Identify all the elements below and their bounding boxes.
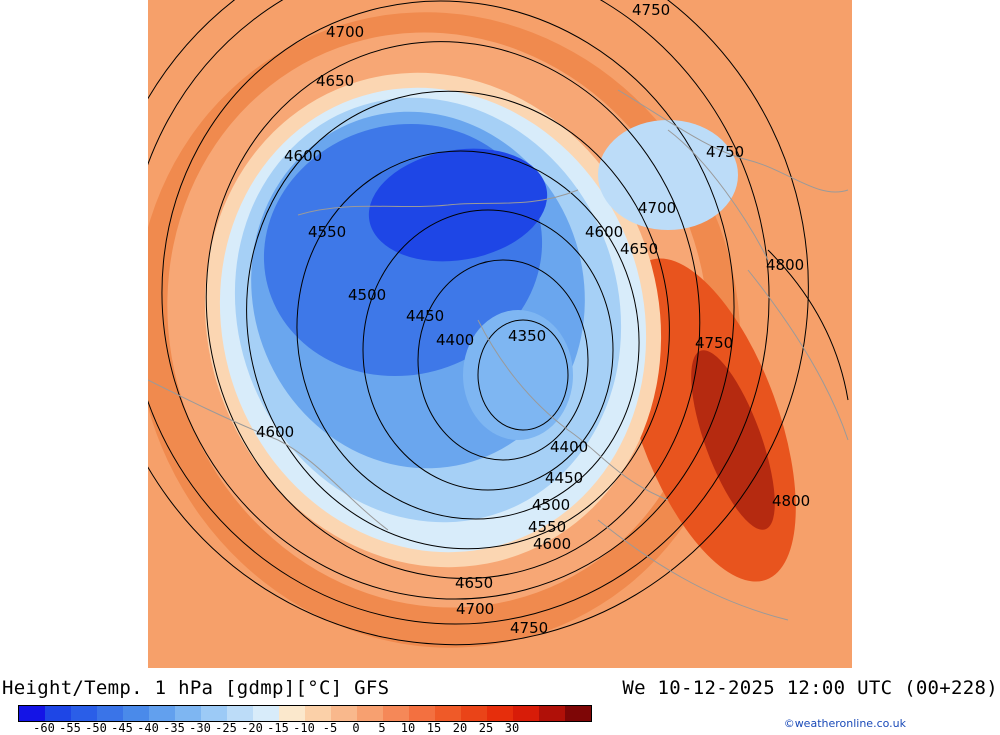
contour-label: 4750	[632, 1, 670, 19]
contour-label: 4800	[766, 256, 804, 274]
colorbar-tick-label: 5	[378, 721, 386, 735]
colorbar-tick-label: -10	[293, 721, 315, 735]
colorbar-tick-label: -30	[189, 721, 211, 735]
colorbar-swatch	[253, 706, 279, 721]
colorbar-swatch	[175, 706, 201, 721]
colorbar-swatch	[565, 706, 591, 721]
contour-label: 4550	[528, 518, 566, 536]
colorbar-tick-label: 10	[400, 721, 416, 735]
colorbar-swatch	[97, 706, 123, 721]
colorbar-swatch	[227, 706, 253, 721]
hot-core-east-dark	[691, 350, 775, 530]
contour-label: 4750	[695, 334, 733, 352]
colorbar-tick-label: -50	[85, 721, 107, 735]
contour-label: 4750	[706, 143, 744, 161]
colorbar-swatch	[409, 706, 435, 721]
colorbar-swatch	[461, 706, 487, 721]
coastlines	[148, 89, 849, 621]
contour-label: 4600	[585, 223, 623, 241]
map-title: Height/Temp. 1 hPa [gdmp][°C] GFS	[2, 677, 390, 699]
contour-label: 4700	[326, 23, 364, 41]
height-contours	[148, 0, 849, 646]
colorbar-swatch	[71, 706, 97, 721]
contour-label: 4500	[532, 496, 570, 514]
colorbar-swatch	[331, 706, 357, 721]
colorbar-swatch	[149, 706, 175, 721]
colorbar-swatch	[45, 706, 71, 721]
contour-label-layer: 4750 4700 4650 4600 4550 4500 4450 4400 …	[256, 1, 810, 637]
colorbar-swatch	[435, 706, 461, 721]
contour-label: 4350	[508, 327, 546, 345]
colorbar-swatch	[383, 706, 409, 721]
colorbar-tick-labels: -60 -55 -50 -45 -40 -35 -30 -25 -20 -15 -10 -5 0 5 10 1…	[18, 721, 578, 735]
colorbar-tick-label: -40	[137, 721, 159, 735]
valid-datetime: We 10-12-2025 12:00 UTC (00+228)	[622, 677, 998, 699]
colorbar-tick-label: -35	[163, 721, 185, 735]
colorbar-tick-label: 30	[504, 721, 520, 735]
colorbar-tick-label: -45	[111, 721, 133, 735]
contour-label: 4600	[284, 147, 322, 165]
ne-light-blue	[598, 120, 738, 230]
colorbar-tick-label: 0	[352, 721, 360, 735]
contour-label: 4550	[308, 223, 346, 241]
colorbar-swatch	[19, 706, 45, 721]
contour-label: 4650	[316, 72, 354, 90]
colorbar-tick-label: 25	[478, 721, 494, 735]
colorbar-tick-label: -20	[241, 721, 263, 735]
colorbar-swatch	[123, 706, 149, 721]
colorbar-swatch	[357, 706, 383, 721]
colorbar-tick-label: -15	[267, 721, 289, 735]
contour-label: 4400	[550, 438, 588, 456]
colorbar-swatch	[305, 706, 331, 721]
colorbar-tick-label: -60	[33, 721, 55, 735]
colorbar-swatch	[487, 706, 513, 721]
colorbar-swatch	[201, 706, 227, 721]
contour-label: 4400	[436, 331, 474, 349]
contour-label: 4500	[348, 286, 386, 304]
contour-label: 4650	[620, 240, 658, 258]
weather-map: 4750 4700 4650 4600 4550 4500 4450 4400 …	[148, 0, 852, 668]
contour-label: 4600	[256, 423, 294, 441]
contour-label: 4700	[638, 199, 676, 217]
contour-label: 4650	[455, 574, 493, 592]
colorbar-swatch	[539, 706, 565, 721]
temperature-colorbar	[18, 705, 592, 722]
colorbar-tick-label: -55	[59, 721, 81, 735]
contour-label: 4800	[772, 492, 810, 510]
colorbar-tick-label: 15	[426, 721, 442, 735]
contour-label: 4750	[510, 619, 548, 637]
contour-label: 4450	[545, 469, 583, 487]
colorbar-tick-label: 20	[452, 721, 468, 735]
coldest-core	[368, 148, 548, 262]
contour-label: 4600	[533, 535, 571, 553]
colorbar-swatch	[279, 706, 305, 721]
colorbar-tick-label: -5	[322, 721, 338, 735]
colorbar-tick-label: -25	[215, 721, 237, 735]
credit-link[interactable]: ©weatheronline.co.uk	[783, 717, 906, 730]
colorbar-swatch	[513, 706, 539, 721]
contour-label: 4700	[456, 600, 494, 618]
contour-label: 4450	[406, 307, 444, 325]
